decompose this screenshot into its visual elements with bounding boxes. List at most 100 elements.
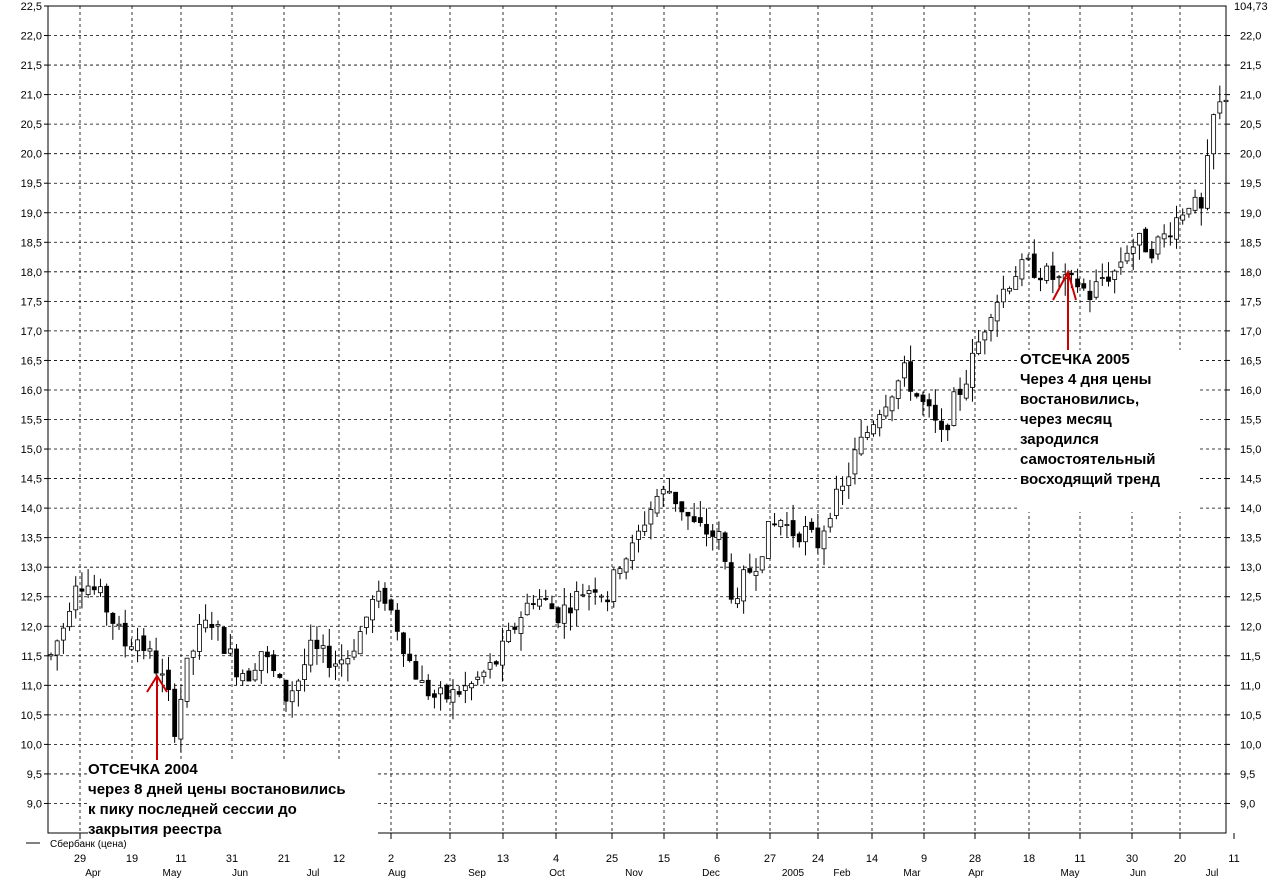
candle-body <box>568 607 573 614</box>
candle-body <box>1130 246 1136 254</box>
candle-body <box>1186 207 1192 215</box>
y-right-tick-label: 14,5 <box>1240 474 1261 486</box>
candle-body <box>1013 276 1019 290</box>
x-month-label: Jun <box>1130 868 1146 878</box>
candle-body <box>939 420 944 430</box>
candle-body <box>598 595 604 598</box>
candle-body <box>988 317 994 331</box>
candle-body <box>963 383 969 399</box>
candle-body <box>462 685 468 691</box>
y-right-tick-label: 18,0 <box>1240 267 1261 279</box>
annotation-arrows <box>146 269 1077 760</box>
y-right-tick-label: 12,0 <box>1240 621 1261 633</box>
candle-body <box>673 491 679 505</box>
y-tick-label: 13,5 <box>21 533 42 545</box>
candle-body <box>172 688 178 737</box>
candle-body <box>524 602 530 616</box>
candle-body <box>697 517 703 524</box>
x-month-label: Jul <box>1206 868 1219 878</box>
x-day-label: 14 <box>866 853 878 865</box>
candle-body <box>500 640 505 666</box>
annotation-2004-line: закрытия реестра <box>88 821 222 838</box>
x-month-label: Apr <box>968 868 984 878</box>
y-right-tick-label: 17,5 <box>1240 296 1261 308</box>
candle-body <box>512 626 518 630</box>
x-month-label: Oct <box>549 868 565 878</box>
candle-body <box>555 607 561 624</box>
candle-body <box>846 476 852 487</box>
candle-body <box>388 599 394 611</box>
candle-body <box>877 414 883 429</box>
candle-body <box>518 617 524 634</box>
y-right-tick-label: 17,0 <box>1240 326 1261 338</box>
y-right-tick-label: 9,0 <box>1240 798 1255 810</box>
candle-body <box>605 599 610 603</box>
x-month-label: Feb <box>833 868 851 878</box>
candlestick-series <box>48 85 1229 753</box>
candle-body <box>741 569 747 602</box>
candle-body <box>827 518 833 528</box>
annotation-2005-line: ОТСЕЧКА 2005 <box>1020 351 1130 368</box>
candle-body <box>1050 265 1056 280</box>
candle-body <box>530 603 536 605</box>
x-month-label: Sep <box>468 868 486 878</box>
candle-body <box>295 680 301 691</box>
candle-body <box>351 650 357 658</box>
y-tick-label: 15,5 <box>21 415 42 427</box>
candle-body <box>753 570 759 576</box>
candle-body <box>1075 278 1080 288</box>
x-day-label: 6 <box>714 853 720 865</box>
annotation-2005: ОТСЕЧКА 2005 Через 4 дня цены востановил… <box>1020 350 1198 512</box>
candle-body <box>1180 214 1186 221</box>
candle-body <box>128 646 134 650</box>
x-month-label: Apr <box>85 868 101 878</box>
candle-body <box>1038 277 1043 281</box>
y-tick-label: 22,0 <box>21 31 42 43</box>
x-month-label: May <box>1061 868 1080 878</box>
candle-body <box>271 654 277 672</box>
candle-body <box>691 516 697 523</box>
candle-body <box>543 598 549 600</box>
x-day-label: 27 <box>764 853 776 865</box>
candle-body <box>821 530 827 550</box>
candle-body <box>79 588 85 592</box>
candle-body <box>1217 101 1223 114</box>
candle-body <box>221 627 227 654</box>
candle-body <box>796 533 802 543</box>
candle-body <box>1174 217 1179 240</box>
candle-body <box>951 391 957 426</box>
legend-label: Сбербанк (цена) <box>50 838 127 850</box>
y-right-top-label: 104,73 <box>1234 1 1268 13</box>
x-day-label: 11 <box>1228 853 1239 865</box>
candle-body <box>642 524 648 532</box>
annotation-2005-line: через месяц <box>1020 411 1112 428</box>
candle-body <box>122 622 128 647</box>
y-right-tick-label: 20,5 <box>1240 119 1261 131</box>
y-tick-label: 12,0 <box>21 621 42 633</box>
candle-body <box>1198 197 1204 209</box>
y-right-tick-label: 9,5 <box>1240 769 1255 781</box>
candle-body <box>976 341 982 354</box>
candle-body <box>265 651 270 658</box>
y-tick-label: 11,0 <box>21 680 42 692</box>
x-day-label: 20 <box>1174 853 1186 865</box>
y-tick-label: 16,0 <box>21 385 42 397</box>
candle-body <box>289 690 295 703</box>
chart-legend: Сбербанк (цена) <box>26 838 127 850</box>
candle-body <box>475 676 481 680</box>
candle-body <box>914 393 920 397</box>
candle-body <box>382 587 388 604</box>
y-right-tick-label: 15,5 <box>1240 415 1261 427</box>
y-tick-label: 10,5 <box>21 710 42 722</box>
y-right-tick-label: 16,0 <box>1240 385 1261 397</box>
candle-body <box>815 527 821 549</box>
candle-body <box>982 331 988 341</box>
candle-body <box>716 531 722 540</box>
candle-body <box>765 521 771 559</box>
candle-body <box>246 670 252 682</box>
candle-body <box>326 645 332 668</box>
candle-body <box>54 640 60 656</box>
candle-body <box>147 648 153 652</box>
y-right-tick-label: 16,5 <box>1240 355 1261 367</box>
y-tick-label: 10,0 <box>21 739 42 751</box>
